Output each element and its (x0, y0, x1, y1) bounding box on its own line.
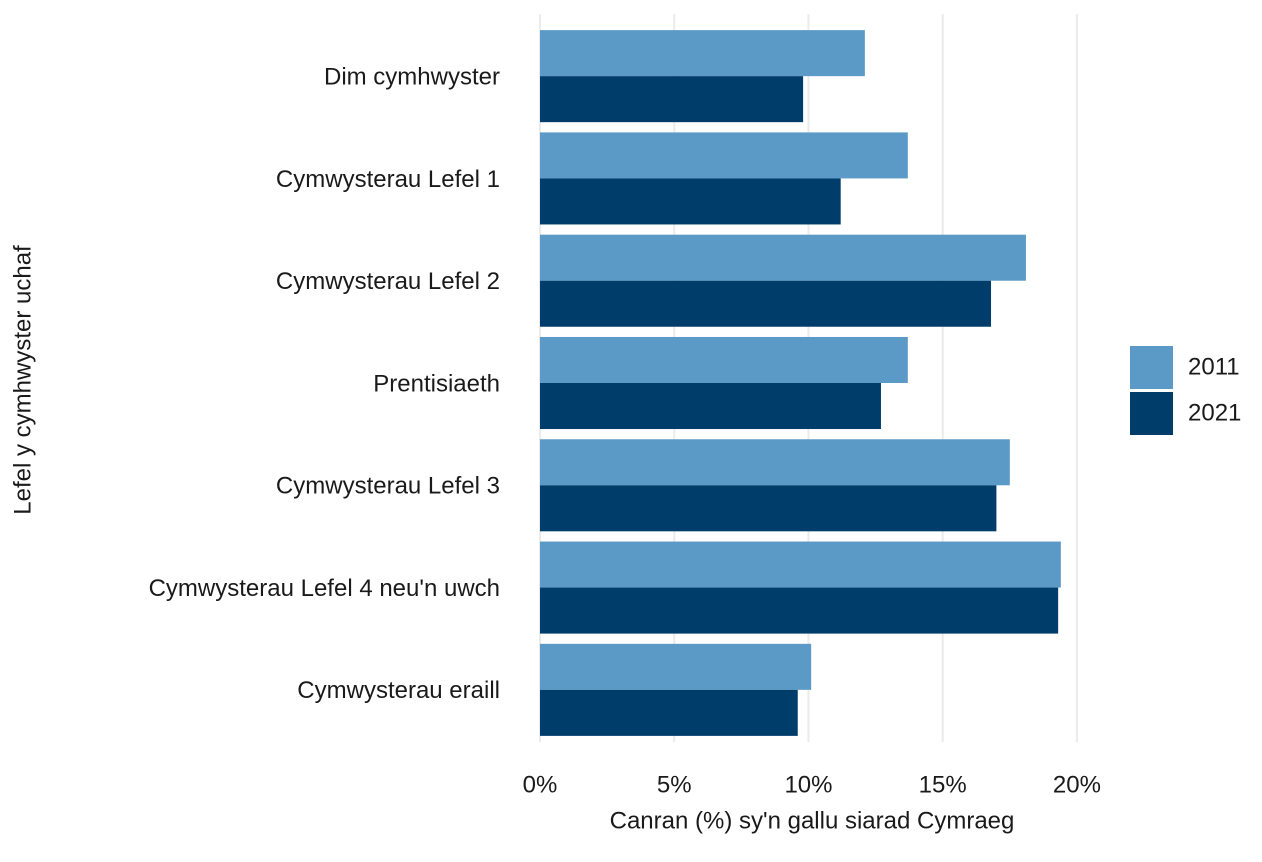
y-tick-label: Cymwysterau Lefel 3 (276, 473, 500, 500)
bar (540, 587, 1059, 634)
bar (540, 280, 992, 327)
bar (540, 689, 798, 736)
bar (540, 643, 812, 690)
y-tick-label: Cymwysterau Lefel 2 (276, 268, 500, 295)
y-tick-label: Dim cymhwyster (324, 63, 500, 90)
y-tick-label: Cymwysterau Lefel 1 (276, 166, 500, 193)
x-tick-label: 10% (784, 771, 832, 798)
bar (540, 30, 865, 77)
x-tick-label: 0% (523, 771, 558, 798)
y-tick-label: Prentisiaeth (373, 370, 500, 397)
y-tick-label: Cymwysterau Lefel 4 neu'n uwch (149, 575, 500, 602)
bar (540, 383, 881, 430)
bar (540, 541, 1061, 588)
legend-label: 2021 (1188, 399, 1241, 426)
y-tick-label: Cymwysterau eraill (297, 677, 500, 704)
bar (540, 234, 1026, 281)
x-tick-label: 15% (919, 771, 967, 798)
legend-swatch (1130, 392, 1173, 435)
bar (540, 178, 841, 225)
bar (540, 485, 997, 532)
y-axis-title: Lefel y cymhwyster uchaf (9, 245, 36, 515)
bar (540, 336, 908, 383)
legend-label: 2011 (1188, 353, 1240, 380)
legend-swatch (1130, 346, 1173, 389)
x-tick-label: 5% (657, 771, 692, 798)
bar (540, 132, 908, 179)
x-axis-title: Canran (%) sy'n gallu siarad Cymraeg (610, 807, 1015, 834)
bar (540, 76, 804, 123)
x-tick-label: 20% (1053, 771, 1101, 798)
bar (540, 439, 1010, 486)
